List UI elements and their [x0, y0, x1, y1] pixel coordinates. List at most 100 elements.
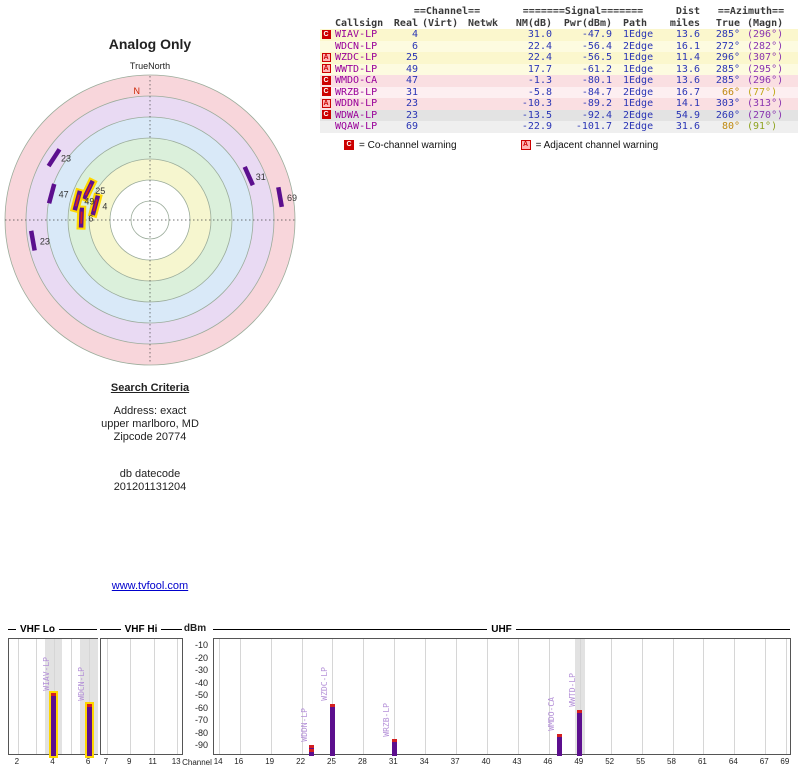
adjacent-channel-warning-badge: A	[321, 52, 331, 62]
header-rule	[59, 629, 97, 630]
dbm-tick-label: -70	[194, 715, 208, 725]
channel-tick-label: 4	[50, 757, 55, 766]
channel-gridline	[425, 639, 427, 754]
dbm-tick-label: -90	[194, 740, 208, 750]
signal-bar	[84, 702, 94, 758]
network	[462, 121, 504, 133]
criteria-heading: Search Criteria	[110, 382, 190, 394]
noise-margin-db: -1.3	[504, 75, 556, 87]
radar-channel-label: 4	[102, 201, 107, 211]
azimuth-magnetic: (91°)	[744, 121, 798, 133]
channel-tick-label: 19	[265, 757, 275, 766]
warning-cell: A	[320, 52, 332, 64]
station-callsign: WRZB-LP	[332, 86, 390, 98]
power-dbm: -89.2	[556, 98, 616, 110]
channel-tick-label: 58	[667, 757, 676, 766]
distance-miles: 11.4	[662, 52, 704, 64]
channel-gridline	[579, 639, 581, 754]
channel-gridline	[301, 639, 303, 754]
station-callsign: WDCN-LP	[332, 40, 390, 52]
channel-virtual	[422, 29, 462, 41]
search-criteria: Search Criteria Address: exact upper mar…	[0, 382, 300, 494]
section-header-vhf-hi: VHF Hi	[100, 624, 182, 635]
channel-virtual	[422, 75, 462, 87]
co-channel-badge: C	[344, 140, 354, 150]
azimuth-true: 303°	[704, 98, 744, 110]
radar-marker	[28, 230, 37, 251]
channel-tick-label: 40	[481, 757, 491, 766]
channel-virtual	[422, 40, 462, 52]
channel-tick-label: 7	[103, 757, 109, 766]
channel-gridline	[517, 639, 519, 754]
warning-legend: C = Co-channel warning A = Adjacent chan…	[344, 140, 798, 151]
section-title-uhf: UHF	[491, 624, 512, 635]
signal-bar	[577, 710, 583, 756]
channel-gridline	[785, 639, 787, 754]
channel-band	[80, 639, 98, 754]
signal-path: 1Edge	[616, 52, 662, 64]
azimuth-magnetic: (282°)	[744, 40, 798, 52]
radar-marker	[242, 165, 255, 187]
station-callsign: WDDN-LP	[332, 98, 390, 110]
header-rule	[100, 629, 121, 630]
signal-bar-tip	[577, 710, 583, 713]
channel-virtual	[422, 121, 462, 133]
distance-miles: 31.6	[662, 121, 704, 133]
channel-tick-label: 67	[759, 757, 769, 766]
channel-tick-label: 22	[296, 757, 306, 766]
radar-channel-label: 31	[256, 172, 266, 182]
spectrum-callsign-label: WIAV-LP	[41, 656, 51, 691]
channel-virtual	[422, 63, 462, 75]
station-callsign: WZDC-LP	[332, 52, 390, 64]
power-dbm: -80.1	[556, 75, 616, 87]
co-channel-warning-badge: C	[321, 75, 331, 85]
channel-gridline	[394, 639, 396, 754]
warning-cell: A	[320, 98, 332, 110]
power-dbm: -56.4	[556, 40, 616, 52]
channel-virtual	[422, 98, 462, 110]
spectrum-callsign-label: WZDC-LP	[320, 667, 330, 702]
dist-group-header: Dist	[675, 6, 700, 17]
noise-margin-db: 22.4	[504, 40, 556, 52]
power-dbm: -101.7	[556, 121, 616, 133]
network	[462, 86, 504, 98]
channel-tick-label: 28	[357, 757, 367, 766]
azimuth-magnetic: (313°)	[744, 98, 798, 110]
channel-gridline	[363, 639, 365, 754]
criteria-city: upper marlboro, MD	[101, 418, 199, 430]
dbm-tick-label: -30	[194, 665, 208, 675]
warn-col-header	[320, 18, 332, 30]
azimuth-magnetic: (307°)	[744, 52, 798, 64]
network	[462, 40, 504, 52]
channel-gridline	[35, 639, 37, 754]
power-dbm: -56.5	[556, 52, 616, 64]
channel-tick-label: 46	[543, 757, 553, 766]
channel-tick-label: 61	[697, 757, 707, 766]
header-rule	[161, 629, 182, 630]
distance-miles: 54.9	[662, 109, 704, 121]
col-header-miles: miles	[669, 17, 700, 29]
channel-tick-label: 34	[419, 757, 429, 766]
channel-real: 47	[390, 75, 422, 87]
section-title-vhf-hi: VHF Hi	[124, 624, 158, 635]
channel-gridline	[130, 639, 132, 754]
channel-gridline	[765, 639, 767, 754]
channel-gridline	[153, 639, 155, 754]
dbm-tick-label: -10	[194, 640, 208, 650]
channel-tick-label: 13	[171, 757, 181, 766]
col-header-virt: (Virt)	[422, 17, 459, 29]
channel-gridline	[548, 639, 550, 754]
tvfool-link[interactable]: www.tvfool.com	[111, 580, 189, 592]
azimuth-true: 272°	[704, 40, 744, 52]
radar-marker-core	[74, 194, 80, 207]
azimuth-true: 285°	[704, 29, 744, 41]
radar-channel-label: 69	[287, 193, 297, 203]
network	[462, 63, 504, 75]
adjacent-channel-text: = Adjacent channel warning	[535, 139, 659, 151]
criteria-datecode-label: db datecode	[119, 468, 181, 480]
distance-miles: 13.6	[662, 29, 704, 41]
co-channel-text: = Co-channel warning	[359, 139, 457, 151]
signal-bar	[556, 733, 562, 756]
